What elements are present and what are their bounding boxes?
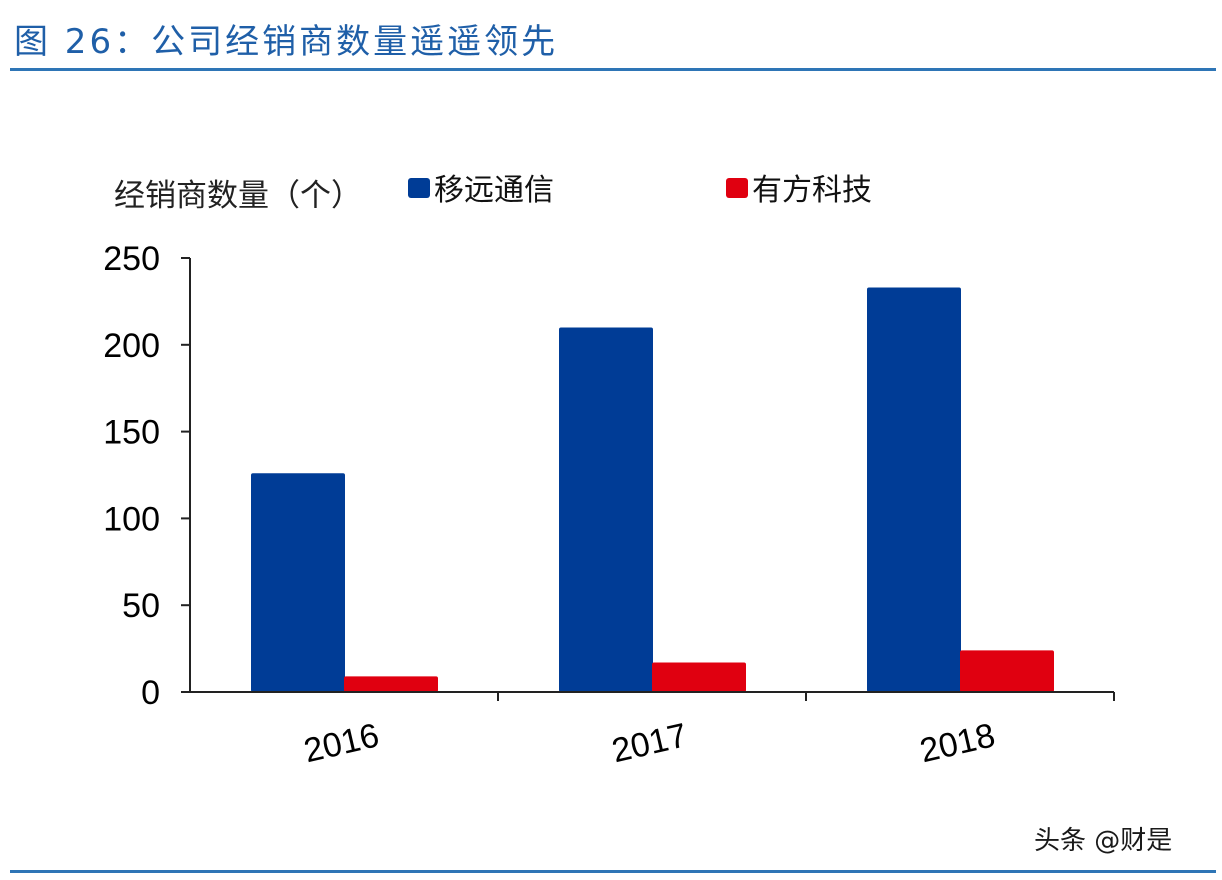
y-tick-label: 50 bbox=[122, 587, 160, 625]
legend-label-1: 有方科技 bbox=[752, 173, 872, 208]
legend-swatch-1 bbox=[726, 178, 748, 198]
bar-youfang-2016 bbox=[344, 676, 438, 692]
y-axis-title: 经销商数量（个） bbox=[114, 178, 362, 214]
footer-divider bbox=[10, 870, 1216, 873]
y-tick-label: 100 bbox=[103, 500, 160, 538]
legend-label-0: 移远通信 bbox=[434, 173, 554, 208]
x-tick-label: 2018 bbox=[916, 716, 998, 770]
x-tick-label: 2017 bbox=[608, 716, 690, 770]
bar-youfang-2017 bbox=[652, 662, 746, 692]
bar-quectel-2018 bbox=[867, 287, 961, 692]
watermark: 头条 @财是 bbox=[1034, 826, 1173, 856]
bar-youfang-2018 bbox=[960, 650, 1054, 692]
y-tick-label: 200 bbox=[103, 327, 160, 365]
figure-title: 图 26：公司经销商数量遥遥领先 bbox=[14, 22, 559, 62]
bar-quectel-2017 bbox=[559, 327, 653, 692]
y-tick-label: 150 bbox=[103, 414, 160, 452]
legend-swatch-0 bbox=[408, 178, 430, 198]
title-divider bbox=[10, 68, 1216, 71]
y-tick-label: 250 bbox=[103, 240, 160, 278]
y-tick-label: 0 bbox=[141, 674, 160, 712]
bar-quectel-2016 bbox=[251, 473, 345, 692]
x-tick-label: 2016 bbox=[300, 716, 382, 770]
